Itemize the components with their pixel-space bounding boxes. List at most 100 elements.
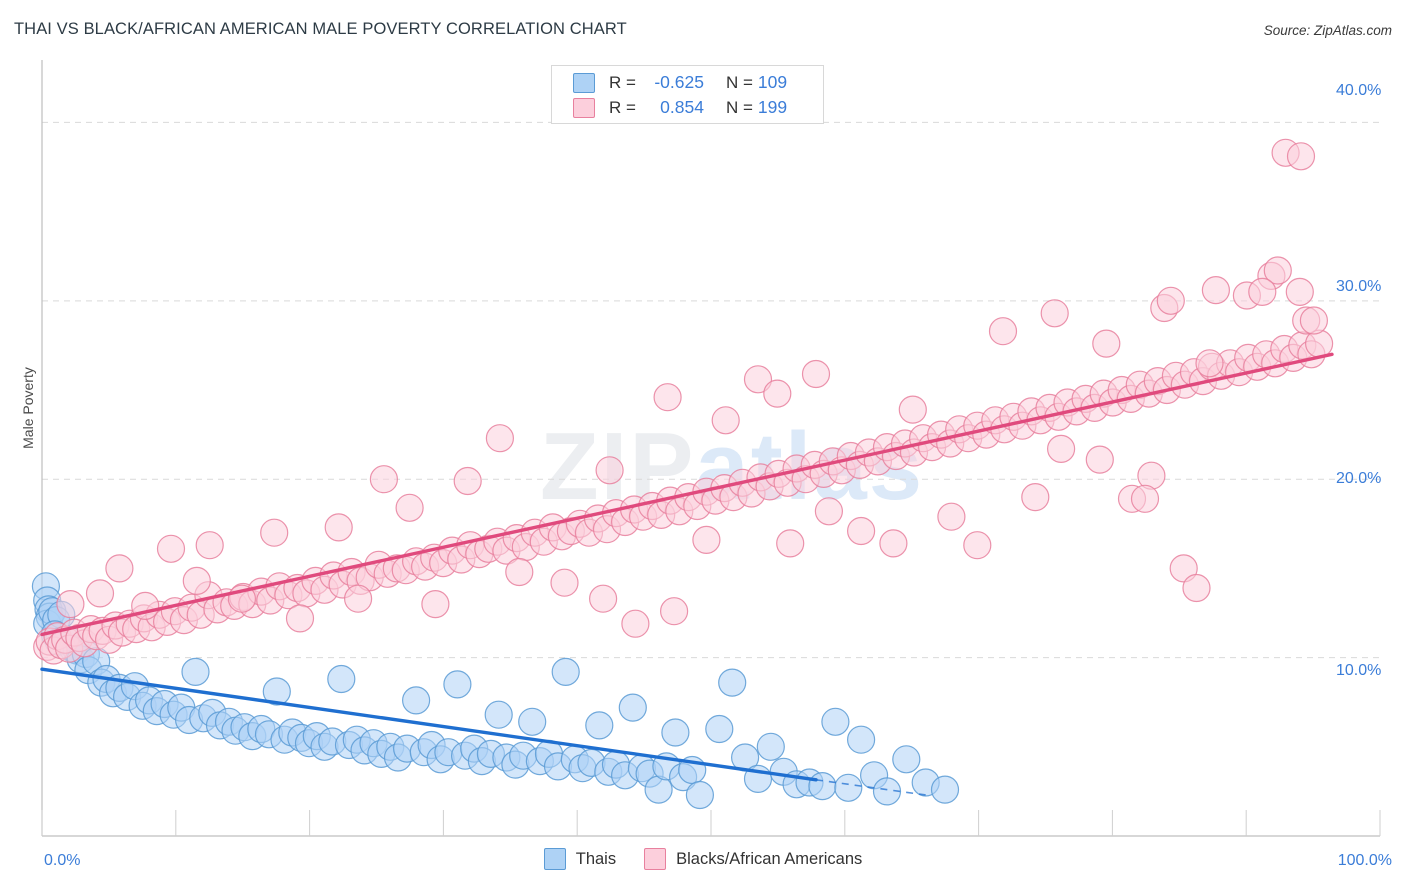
correlation-legend: R = -0.625 N = 109 R = 0.854 N = 199 xyxy=(551,65,824,124)
series-legend-item-blacks[interactable]: Blacks/African Americans xyxy=(644,848,862,870)
data-point xyxy=(711,406,740,435)
data-point xyxy=(834,773,863,802)
series-label-blacks: Blacks/African Americans xyxy=(676,849,863,868)
data-point xyxy=(705,714,734,744)
y-tick-10: 10.0% xyxy=(1336,662,1382,679)
data-point xyxy=(872,777,902,806)
data-point xyxy=(653,383,682,412)
data-point xyxy=(892,745,921,774)
data-point xyxy=(846,516,876,546)
data-point xyxy=(1046,434,1076,463)
data-point xyxy=(1182,573,1211,603)
data-point xyxy=(505,557,534,587)
data-point xyxy=(1286,142,1316,171)
data-point xyxy=(1169,554,1198,583)
series-legend: Thais Blacks/African Americans xyxy=(0,848,1406,870)
legend-r-value-thais: -0.625 xyxy=(654,72,704,92)
data-point xyxy=(743,365,773,394)
data-point xyxy=(1201,276,1231,305)
source-attribution: Source: ZipAtlas.com xyxy=(1263,23,1392,38)
series-legend-item-thais[interactable]: Thais xyxy=(543,848,617,870)
y-tick-40: 40.0% xyxy=(1336,82,1382,99)
data-point xyxy=(181,657,210,687)
data-point xyxy=(930,775,960,804)
data-point xyxy=(756,732,785,761)
data-point xyxy=(195,531,224,560)
data-point xyxy=(1156,286,1185,315)
y-tick-20: 20.0% xyxy=(1336,470,1382,487)
data-point xyxy=(395,493,424,522)
data-point xyxy=(821,707,850,736)
data-point xyxy=(1085,445,1114,474)
data-point xyxy=(105,554,134,583)
trend-line-thais xyxy=(40,667,818,782)
data-point xyxy=(369,465,398,494)
data-point xyxy=(344,584,373,613)
data-point xyxy=(585,711,614,740)
data-point xyxy=(618,693,647,722)
data-point xyxy=(879,529,908,558)
series-points-blacks-african-americans xyxy=(33,138,1334,665)
data-point xyxy=(808,771,837,801)
legend-r-label-thais: R = xyxy=(609,72,636,92)
series-swatch-blacks xyxy=(644,848,667,870)
data-point xyxy=(814,497,844,526)
legend-n-value-thais: 109 xyxy=(757,72,788,92)
data-point xyxy=(551,657,580,687)
series-label-thais: Thais xyxy=(575,849,617,868)
data-point xyxy=(776,529,805,558)
data-point xyxy=(262,677,291,706)
data-point xyxy=(621,609,650,638)
legend-r-value-blacks: 0.854 xyxy=(660,97,704,117)
data-point xyxy=(453,466,482,496)
data-point xyxy=(661,718,690,747)
y-tick-30: 30.0% xyxy=(1336,278,1382,295)
data-point xyxy=(1248,277,1277,306)
data-point xyxy=(685,780,715,810)
legend-n-label-blacks: N = xyxy=(725,97,753,117)
data-point xyxy=(1299,306,1329,335)
data-point xyxy=(1092,329,1121,358)
data-point xyxy=(588,584,618,613)
x-tick-max: 100.0% xyxy=(1337,852,1392,869)
legend-swatch-thais xyxy=(573,72,595,93)
legend-swatch-blacks xyxy=(573,97,595,118)
data-point xyxy=(443,670,472,699)
data-point xyxy=(1195,349,1224,378)
data-point xyxy=(1021,483,1050,512)
data-point xyxy=(56,589,85,619)
data-point xyxy=(1285,277,1314,306)
data-point xyxy=(692,525,721,555)
data-point xyxy=(518,707,547,736)
data-point xyxy=(937,502,966,531)
trend-line-extension-thais xyxy=(815,779,926,796)
x-tick-min: 0.0% xyxy=(44,852,81,869)
legend-r-label-blacks: R = xyxy=(609,97,636,117)
series-swatch-thais xyxy=(543,848,566,870)
legend-row-blacks: R = 0.854 N = 199 xyxy=(573,95,787,120)
trend-line-blacks xyxy=(40,352,1334,637)
data-point xyxy=(260,518,289,547)
data-point xyxy=(988,317,1018,346)
data-point xyxy=(550,568,579,597)
page-title: THAI VS BLACK/AFRICAN AMERICAN MALE POVE… xyxy=(14,20,627,38)
data-point xyxy=(85,579,115,608)
data-point xyxy=(156,534,186,563)
data-point xyxy=(846,725,876,754)
data-point xyxy=(659,597,689,626)
legend-row-thais: R = -0.625 N = 109 xyxy=(573,70,787,95)
data-point xyxy=(182,566,211,596)
data-point xyxy=(718,668,747,697)
legend-n-value-blacks: 199 xyxy=(757,97,788,117)
data-point xyxy=(421,589,450,619)
legend-n-label-thais: N = xyxy=(725,72,753,92)
data-point xyxy=(1130,484,1160,513)
data-point xyxy=(402,686,431,715)
data-point xyxy=(1040,299,1069,328)
data-point xyxy=(898,395,927,424)
data-point xyxy=(485,424,514,453)
data-point xyxy=(595,456,624,485)
data-point xyxy=(963,531,992,560)
